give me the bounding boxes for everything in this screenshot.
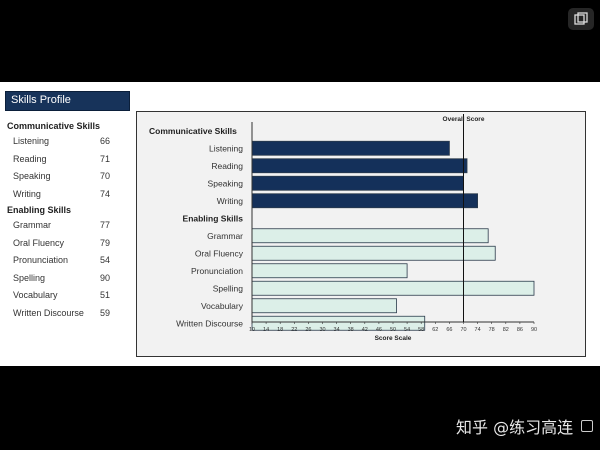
skill-score: 66	[100, 136, 111, 146]
category-label: Grammar	[207, 231, 243, 241]
skill-score: 51	[100, 290, 111, 300]
x-tick-label: 26	[305, 327, 311, 333]
skill-label: Reading	[13, 153, 47, 164]
skill-label: Listening	[13, 136, 50, 146]
skill-score: 70	[100, 171, 111, 181]
score-bar	[251, 280, 535, 296]
x-tick-label: 90	[531, 327, 537, 333]
skill-label: Oral Fluency	[13, 237, 65, 248]
x-tick-label: 38	[348, 327, 354, 333]
x-tick-label: 74	[475, 327, 481, 333]
skill-score: 71	[100, 153, 111, 164]
skill-row: Pronunciation 54	[7, 252, 127, 270]
x-tick-label: 46	[376, 327, 382, 333]
skill-label: Grammar	[13, 220, 51, 230]
skill-row: Spelling 90	[7, 270, 127, 288]
skill-label: Written Discourse	[13, 307, 84, 318]
category-label: Writing	[217, 196, 244, 206]
x-tick-label: 62	[432, 327, 438, 333]
skill-row: Grammar 77	[7, 217, 127, 235]
score-bar	[251, 175, 464, 191]
score-bar	[251, 228, 489, 244]
x-tick-label: 54	[404, 327, 410, 333]
x-axis-title: Score Scale	[375, 335, 412, 342]
x-tick-label: 10	[249, 327, 255, 333]
score-bar	[251, 298, 397, 314]
group-label: Enabling Skills	[183, 213, 244, 223]
score-bar	[251, 263, 408, 279]
x-tick-label: 18	[277, 327, 283, 333]
bottom-letterbox	[0, 366, 600, 450]
enabling-skills-heading: Enabling Skills	[7, 205, 72, 215]
x-tick-label: 66	[446, 327, 452, 333]
score-bar	[251, 140, 450, 156]
pip-window-icon[interactable]	[568, 8, 594, 30]
x-tick-label: 30	[319, 327, 325, 333]
category-label: Listening	[209, 143, 243, 153]
skill-row: Speaking 70	[7, 168, 127, 186]
x-tick-label: 42	[362, 327, 368, 333]
skill-row: Oral Fluency 79	[7, 235, 127, 253]
overall-score-label: Overall Score	[443, 116, 485, 123]
skill-label: Writing	[13, 188, 41, 199]
skill-score: 79	[100, 237, 111, 248]
category-label: Pronunciation	[191, 266, 243, 276]
skill-score: 90	[100, 272, 111, 283]
category-label: Oral Fluency	[195, 248, 244, 258]
skill-score: 74	[100, 188, 111, 199]
category-label: Reading	[211, 161, 243, 171]
x-tick-label: 34	[334, 327, 340, 333]
x-tick-label: 14	[263, 327, 269, 333]
top-letterbox	[0, 0, 600, 82]
skill-row: Writing 74	[7, 186, 127, 204]
category-label: Written Discourse	[176, 318, 243, 328]
skill-row: Written Discourse 59	[7, 305, 127, 323]
skills-profile-title: Skills Profile	[5, 91, 130, 111]
skill-score: 77	[100, 220, 111, 230]
score-bar	[251, 158, 468, 174]
x-tick-label: 70	[460, 327, 466, 333]
skill-label: Vocabulary	[13, 290, 58, 300]
group-label: Communicative Skills	[149, 126, 237, 136]
x-tick-label: 22	[291, 327, 297, 333]
skill-row: Vocabulary 51	[7, 287, 127, 305]
x-tick-label: 58	[418, 327, 424, 333]
x-tick-label: 78	[489, 327, 495, 333]
score-report-panel: Skills Profile Communicative Skills List…	[0, 82, 600, 366]
category-label: Spelling	[213, 283, 244, 293]
x-tick-label: 50	[390, 327, 396, 333]
skill-score: 59	[100, 307, 111, 318]
skills-score-list: Communicative Skills Listening 66 Reading…	[7, 119, 127, 322]
watermark-text: 知乎 @练习高连	[456, 418, 574, 437]
skill-label: Spelling	[13, 272, 46, 283]
x-tick-label: 82	[503, 327, 509, 333]
score-chart-svg: Communicative Skills Listening Reading Spea…	[149, 114, 537, 342]
skill-row: Reading 71	[7, 151, 127, 169]
category-label: Speaking	[208, 178, 244, 188]
skill-label: Pronunciation	[13, 255, 69, 265]
skill-score: 54	[100, 255, 111, 265]
x-tick-label: 86	[517, 327, 523, 333]
category-label: Vocabulary	[201, 301, 244, 311]
score-chart: Communicative Skills Listening Reading Spea…	[136, 111, 586, 357]
score-bar	[251, 193, 479, 209]
skill-label: Speaking	[13, 171, 51, 181]
skill-row: Listening 66	[7, 133, 127, 151]
communicative-skills-heading: Communicative Skills	[7, 121, 101, 131]
score-bar	[251, 245, 496, 261]
corner-frame-icon[interactable]	[581, 420, 593, 432]
